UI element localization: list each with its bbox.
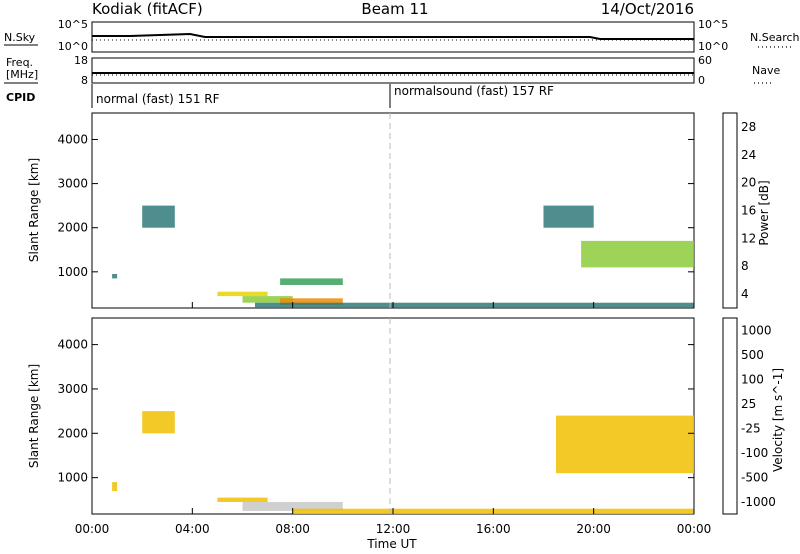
- velocity-colorbar-tick-7: -1000: [741, 495, 776, 509]
- cpid-label: CPID: [6, 91, 35, 104]
- power-region-3: [242, 296, 293, 303]
- velocity-colorbar-frame: [722, 317, 738, 515]
- velocity-colorbar-tick-2: 100: [741, 372, 764, 386]
- velocity-colorbar-tick-3: 25: [741, 397, 756, 411]
- velocity-region-5: [556, 415, 694, 474]
- x-tick-label-2: 08:00: [275, 522, 310, 536]
- velocity-colorbar-tick-5: -100: [741, 446, 768, 460]
- freq-tick-bottom: 8: [81, 74, 88, 87]
- velocity-ytick-label-3: 1000: [57, 471, 88, 485]
- velocity-colorbar-label: Velocity [m s^-1]: [771, 368, 785, 472]
- velocity-ytick-labels: 4000 3000 2000 1000: [57, 338, 694, 485]
- freq-tick-top: 18: [74, 54, 88, 67]
- nave-label: Nave: [752, 64, 780, 77]
- velocity-region-3: [242, 502, 343, 511]
- power-colorbar-tick-6: 4: [741, 287, 749, 301]
- cpid-segment-2: normalsound (fast) 157 RF: [394, 84, 554, 98]
- velocity-colorbar: 1000 500 100 25 -25 -100 -500 -1000: [722, 317, 776, 515]
- nsky-tick-top: 10^5: [58, 18, 88, 31]
- power-region-0: [112, 274, 118, 279]
- power-region-2: [217, 291, 268, 297]
- power-ytick-label-0: 4000: [57, 132, 88, 146]
- x-tick-label-0: 00:00: [75, 522, 110, 536]
- freq-label: Freq.: [6, 56, 33, 69]
- velocity-region-0: [112, 482, 118, 491]
- power-colorbar-tick-3: 16: [741, 204, 756, 218]
- x-tick-label-6: 00:00: [677, 522, 712, 536]
- nave-tick-top: 60: [698, 54, 712, 67]
- radar-title: Kodiak (fitACF): [92, 0, 203, 18]
- power-plot-frame: [91, 112, 695, 309]
- power-colorbar-tick-5: 8: [741, 259, 749, 273]
- x-tick-label-3: 12:00: [376, 522, 411, 536]
- x-tick-label-4: 16:00: [476, 522, 511, 536]
- power-colorbar-tick-0: 28: [741, 120, 756, 134]
- power-ytick-label-3: 1000: [57, 265, 88, 279]
- velocity-ytick-label-0: 4000: [57, 338, 88, 352]
- power-region-6: [255, 302, 694, 308]
- power-colorbar-label: Power [dB]: [757, 180, 771, 245]
- nsky-label: N.Sky: [4, 31, 36, 44]
- freq-unit: [MHz]: [6, 68, 38, 81]
- power-region-7: [543, 205, 594, 228]
- power-ytick-labels: 4000 3000 2000 1000: [57, 132, 694, 279]
- velocity-ytick-label-1: 3000: [57, 382, 88, 396]
- velocity-colorbar-tick-6: -500: [741, 470, 768, 484]
- power-region-8: [581, 240, 694, 268]
- velocity-ylabel: Slant Range [km]: [27, 364, 41, 468]
- power-colorbar-tick-2: 20: [741, 176, 756, 190]
- power-colorbar-tick-4: 12: [741, 231, 756, 245]
- velocity-panel: Slant Range [km] 4000 3000 2000 1000 1000 50…: [27, 317, 785, 515]
- nsky-tick-bottom: 10^0: [58, 40, 88, 53]
- x-axis-label: Time UT: [366, 537, 417, 551]
- velocity-colorbar-tick-0: 1000: [741, 323, 772, 337]
- nsky-trace: [92, 32, 694, 40]
- power-ytick-label-1: 3000: [57, 177, 88, 191]
- date-title: 14/Oct/2016: [601, 0, 694, 18]
- velocity-colorbar-tick-4: -25: [741, 421, 761, 435]
- power-colorbar: 28 24 20 16 12 8 4: [722, 112, 756, 309]
- power-colorbar-frame: [722, 112, 738, 309]
- nsearch-tick-top: 10^5: [698, 18, 728, 31]
- nsearch-tick-bottom: 10^0: [698, 40, 728, 53]
- x-axis-ticks: 00:00 04:00 08:00 12:00 16:00 20:00 00:00: [75, 302, 712, 536]
- power-region-4: [280, 298, 343, 305]
- nsearch-label: N.Search: [750, 31, 800, 44]
- power-ylabel: Slant Range [km]: [27, 158, 41, 262]
- velocity-region-1: [142, 411, 175, 434]
- cpid-segment-1: normal (fast) 151 RF: [96, 92, 220, 106]
- power-region-5: [280, 278, 343, 285]
- power-colorbar-tick-1: 24: [741, 148, 756, 162]
- velocity-colorbar-tick-1: 500: [741, 348, 764, 362]
- power-heatmap-marks: [112, 205, 694, 308]
- nave-tick-bottom: 0: [698, 74, 705, 87]
- beam-title: Beam 11: [361, 0, 428, 18]
- x-tick-label-5: 20:00: [576, 522, 611, 536]
- velocity-ytick-label-2: 2000: [57, 426, 88, 440]
- velocity-region-2: [217, 497, 268, 502]
- x-tick-label-1: 04:00: [175, 522, 210, 536]
- power-panel: Slant Range [km] 4000 3000 2000 1000 28 24 20…: [27, 112, 771, 309]
- power-ytick-label-2: 2000: [57, 221, 88, 235]
- power-region-1: [142, 205, 175, 228]
- freq-panel: [91, 57, 695, 84]
